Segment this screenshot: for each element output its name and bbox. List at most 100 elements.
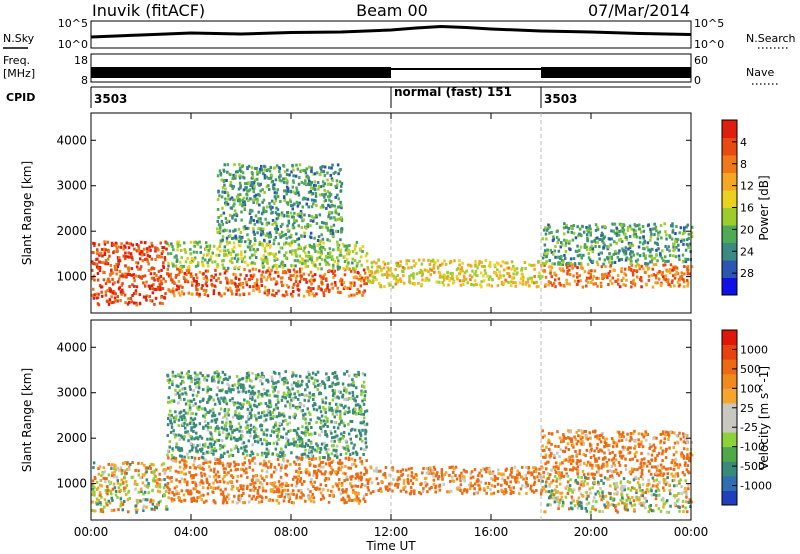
echo-cell: [602, 245, 606, 249]
echo-cell: [288, 421, 291, 425]
echo-cell: [333, 216, 336, 220]
echo-cell: [263, 238, 266, 242]
echo-cell: [155, 468, 158, 472]
echo-cell: [308, 293, 311, 297]
echo-cell: [126, 272, 130, 276]
echo-cell: [350, 420, 354, 423]
echo-cell: [218, 461, 222, 465]
echo-cell: [124, 275, 127, 279]
echo-cell: [192, 422, 195, 426]
echo-cell: [109, 272, 112, 276]
echo-cell: [545, 255, 548, 259]
echo-cell: [351, 378, 354, 382]
echo-cell: [328, 462, 331, 466]
echo-cell: [544, 226, 547, 230]
echo-cell: [305, 471, 308, 475]
echo-cell: [577, 262, 581, 266]
echo-cell: [306, 264, 310, 268]
echo-cell: [449, 260, 452, 264]
echo-cell: [230, 206, 234, 210]
echo-cell: [239, 497, 242, 500]
echo-cell: [335, 452, 339, 456]
echo-cell: [354, 275, 357, 279]
echo-cell: [645, 264, 648, 268]
echo-cell: [307, 273, 311, 277]
echo-cell: [239, 415, 242, 418]
echo-cell: [159, 288, 162, 292]
echo-cell: [674, 255, 678, 259]
echo-cell: [200, 479, 203, 483]
echo-cell: [103, 240, 106, 244]
echo-cell: [324, 430, 327, 433]
echo-cell: [290, 215, 294, 219]
echo-cell: [164, 279, 167, 283]
echo-cell: [359, 475, 363, 479]
echo-cell: [303, 445, 307, 448]
echo-cell: [177, 285, 180, 289]
echo-cell: [326, 252, 330, 255]
echo-cell: [312, 485, 315, 488]
echo-cell: [168, 244, 171, 248]
echo-cell: [227, 408, 230, 412]
echo-cell: [128, 497, 131, 500]
echo-cell: [459, 283, 463, 287]
echo-cell: [651, 247, 654, 251]
echo-cell: [250, 379, 253, 383]
echo-cell: [187, 268, 191, 272]
echo-cell: [335, 402, 338, 406]
echo-cell: [103, 252, 107, 256]
echo-cell: [245, 487, 249, 490]
echo-cell: [569, 248, 572, 252]
echo-cell: [172, 280, 176, 284]
echo-cell: [283, 253, 286, 257]
echo-cell: [342, 434, 345, 438]
echo-cell: [568, 272, 572, 276]
echo-cell: [295, 200, 299, 204]
echo-cell: [178, 498, 181, 502]
echo-cell: [280, 463, 284, 467]
echo-cell: [347, 249, 351, 253]
echo-cell: [276, 394, 279, 398]
echo-cell: [127, 510, 130, 514]
echo-cell: [281, 293, 285, 297]
echo-cell: [315, 171, 319, 175]
echo-cell: [195, 284, 198, 288]
echo-cell: [99, 508, 103, 512]
echo-cell: [669, 284, 672, 288]
echo-cell: [562, 284, 565, 287]
echo-cell: [287, 221, 291, 225]
echo-cell: [227, 220, 231, 224]
echo-cell: [288, 173, 291, 177]
echo-cell: [238, 266, 241, 269]
echo-cell: [223, 245, 227, 249]
echo-cell: [166, 272, 169, 276]
echo-cell: [511, 277, 514, 281]
echo-cell: [276, 406, 280, 410]
echo-cell: [95, 292, 99, 296]
echo-cell: [341, 395, 344, 399]
echo-cell: [573, 262, 577, 266]
echo-cell: [272, 381, 276, 385]
echo-cell: [190, 497, 193, 501]
echo-cell: [254, 486, 257, 490]
echo-cell: [460, 266, 464, 270]
power-colorbar-label: Power [dB]: [757, 175, 771, 240]
echo-cell: [541, 261, 545, 265]
echo-cell: [484, 271, 487, 275]
echo-cell: [592, 275, 596, 279]
echo-cell: [320, 281, 323, 285]
echo-cell: [157, 278, 160, 282]
echo-cell: [139, 275, 142, 279]
echo-cell: [581, 224, 584, 228]
echo-cell: [650, 260, 654, 264]
echo-cell: [285, 473, 289, 477]
echo-cell: [638, 240, 642, 244]
echo-cell: [217, 475, 221, 478]
echo-cell: [109, 489, 112, 493]
echo-cell: [633, 235, 637, 239]
echo-cell: [236, 195, 239, 199]
echo-cell: [586, 247, 589, 251]
echo-cell: [248, 292, 251, 296]
echo-cell: [226, 170, 229, 174]
echo-cell: [270, 475, 273, 479]
